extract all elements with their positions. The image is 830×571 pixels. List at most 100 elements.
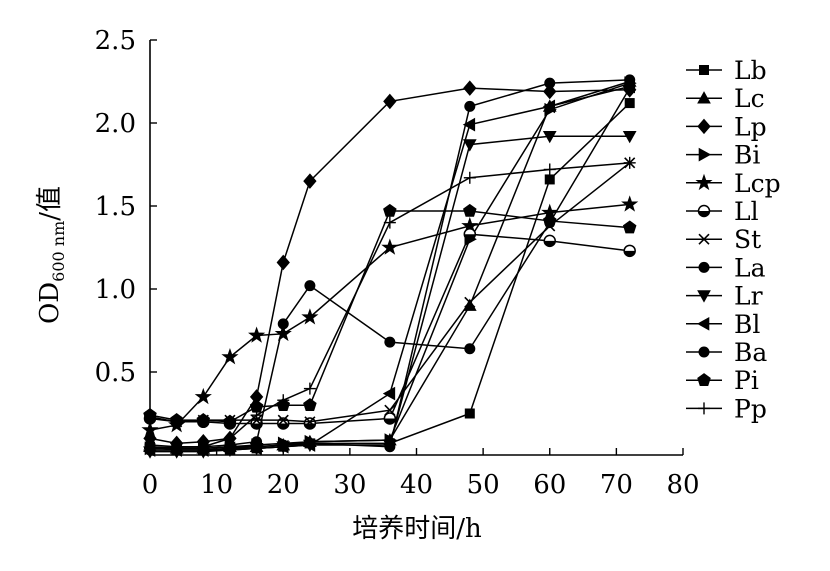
data-point-lcp xyxy=(621,195,639,212)
data-point-pp xyxy=(463,171,476,184)
legend-item-bl: Bl xyxy=(686,310,760,339)
y-axis-title-subscript: 600 nm xyxy=(49,221,68,282)
legend-label-lcp: Lcp xyxy=(734,169,781,198)
data-point-lcp xyxy=(248,326,266,343)
legend-item-lcp: Lcp xyxy=(686,169,781,198)
data-point-lcp xyxy=(221,348,239,365)
series-ll xyxy=(143,227,636,430)
y-axis-title-main: OD xyxy=(35,282,65,324)
y-tick-label: 1.5 xyxy=(95,192,136,222)
legend-label-bi: Bi xyxy=(734,141,760,170)
data-point-st xyxy=(384,404,396,416)
legend-marker-lcp xyxy=(695,173,713,191)
legend-label-pp: Pp xyxy=(734,394,767,423)
data-point-bl xyxy=(382,386,396,401)
data-point-pi xyxy=(223,414,237,428)
data-point-pp xyxy=(170,440,183,453)
y-tick-label: 2.5 xyxy=(95,26,136,56)
y-axis-title-suffix: /值 xyxy=(35,186,65,221)
legend-item-la: La xyxy=(686,253,766,282)
x-tick-label: 30 xyxy=(333,470,366,500)
data-point-lcp xyxy=(274,324,292,342)
data-point-pp xyxy=(277,394,290,407)
y-tick-label: 2.0 xyxy=(95,109,136,139)
series-line-lb xyxy=(149,102,631,451)
series-st xyxy=(144,157,636,428)
x-axis-title: 培养时间/h xyxy=(352,514,482,544)
data-point-pp xyxy=(197,440,210,453)
data-point-pi xyxy=(143,408,157,421)
legend-marker-lr xyxy=(697,290,711,303)
x-tick-label: 50 xyxy=(467,470,500,500)
legend-marker-bl xyxy=(696,316,710,331)
data-point-pi xyxy=(196,413,211,426)
data-point-ba xyxy=(384,336,396,348)
x-tick-label: 10 xyxy=(200,470,233,500)
data-point-pi xyxy=(542,213,557,227)
legend-label-pi: Pi xyxy=(734,366,759,395)
series-pp xyxy=(144,156,636,455)
legend-label-ba: Ba xyxy=(734,338,767,367)
legend-marker-pi xyxy=(697,373,711,386)
legend-item-lp: Lp xyxy=(686,112,767,141)
data-point-lcp xyxy=(141,421,159,438)
data-point-lcp xyxy=(194,387,212,405)
x-tick-label: 70 xyxy=(600,470,633,500)
series-lr xyxy=(143,130,637,459)
legend-item-ba: Ba xyxy=(686,338,767,367)
data-point-lb xyxy=(544,174,555,185)
data-point-ba xyxy=(464,343,476,355)
data-point-ll xyxy=(383,412,397,425)
data-point-ll xyxy=(623,244,636,258)
legend-item-lc: Lc xyxy=(686,84,765,113)
x-tick-label: 0 xyxy=(142,470,159,500)
data-point-pi xyxy=(383,203,397,217)
legend-item-lb: Lb xyxy=(686,56,767,85)
y-tick-label: 0.5 xyxy=(95,358,136,388)
data-point-pi xyxy=(303,398,317,411)
data-point-pp xyxy=(144,442,156,455)
legend-marker-lb xyxy=(699,65,709,75)
x-tick-label: 80 xyxy=(666,470,699,500)
data-point-lp xyxy=(543,83,557,100)
series-lb xyxy=(145,98,635,456)
data-point-bl xyxy=(462,117,476,132)
x-tick-label: 20 xyxy=(267,470,300,500)
data-point-ll xyxy=(463,227,477,241)
data-point-pp xyxy=(303,382,316,395)
legend-item-ll: Ll xyxy=(686,197,759,226)
legend-label-ll: Ll xyxy=(734,197,759,226)
x-tick-label: 40 xyxy=(400,470,433,500)
legend-label-la: La xyxy=(734,253,766,282)
legend-item-bi: Bi xyxy=(686,141,760,170)
data-point-pp xyxy=(223,432,236,445)
series-la xyxy=(144,74,636,456)
legend-item-pp: Pp xyxy=(686,394,767,423)
legend-marker-ll xyxy=(697,204,711,218)
legend-marker-la xyxy=(698,261,710,273)
data-point-st xyxy=(277,414,289,426)
data-point-bl xyxy=(542,99,556,114)
data-point-ba xyxy=(624,82,636,94)
legend-marker-lc xyxy=(697,91,711,104)
data-point-lp xyxy=(276,254,290,271)
series-lcp xyxy=(141,195,639,438)
x-tick-label: 60 xyxy=(533,470,566,500)
data-point-st xyxy=(464,296,476,308)
data-point-lr xyxy=(383,439,397,453)
data-point-ll xyxy=(543,234,556,248)
legend-item-lr: Lr xyxy=(686,282,763,311)
data-point-lp xyxy=(463,80,477,96)
series-layer xyxy=(141,74,639,459)
series-line-lr xyxy=(150,135,630,453)
data-point-lr xyxy=(622,130,637,144)
data-point-lcp xyxy=(301,308,319,325)
legend-label-lc: Lc xyxy=(734,84,765,113)
data-point-pi xyxy=(463,203,477,217)
legend-label-lp: Lp xyxy=(734,112,767,141)
data-point-pp xyxy=(623,156,636,169)
data-point-st xyxy=(304,416,316,428)
data-point-lp xyxy=(303,173,317,189)
